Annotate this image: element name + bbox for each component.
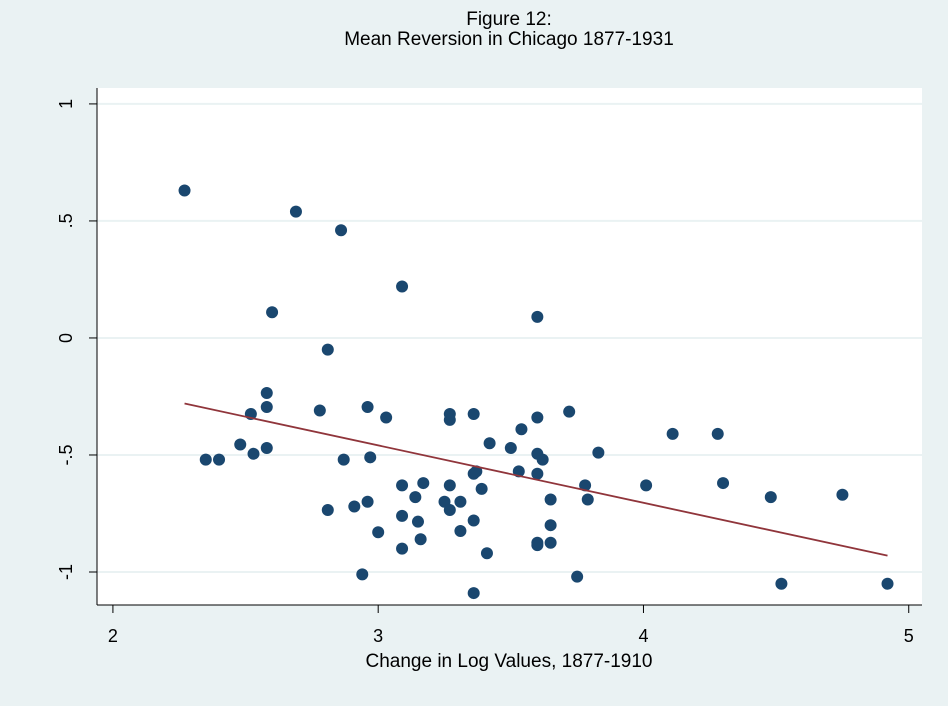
scatter-point [199,453,212,466]
scatter-point [266,306,279,319]
scatter-point [717,477,730,490]
scatter-point [640,479,653,492]
y-tick-label: -1 [56,564,76,580]
scatter-point [396,509,409,522]
y-tick-label: -.5 [56,444,76,465]
scatter-point [563,405,576,418]
scatter-point [361,401,374,413]
scatter-point [313,404,326,417]
scatter-point [475,482,488,495]
scatter-point [531,539,544,552]
scatter-point [531,467,544,480]
scatter-point [467,587,480,600]
x-tick-label: 5 [904,626,914,646]
scatter-point [364,451,377,464]
chart-subtitle: Mean Reversion in Chicago 1877-1931 [344,29,674,50]
scatter-point [247,447,260,460]
y-tick-label: 0 [56,333,76,343]
scatter-point [711,427,724,440]
scatter-point [592,446,605,459]
scatter-point [454,525,467,538]
scatter-point [361,495,374,508]
scatter-point [515,423,528,436]
scatter-point [443,503,456,516]
scatter-point [571,570,584,583]
scatter-point [544,536,557,549]
scatter-point [581,493,594,506]
scatter-point [372,526,385,539]
scatter-point [836,488,849,501]
scatter-point [234,438,247,451]
scatter-point [579,479,592,492]
scatter-point [470,465,483,478]
scatter-point [536,453,549,466]
scatter-point [396,542,409,555]
scatter-point [531,411,544,424]
x-tick-label: 3 [373,626,383,646]
scatter-point [348,500,361,513]
scatter-point [356,568,369,581]
scatter-point [443,479,456,492]
scatter-point [467,408,480,421]
scatter-point [411,515,424,528]
scatter-point [260,441,273,454]
scatter-point [775,577,788,590]
scatter-point [467,514,480,527]
y-tick-label: .5 [56,213,76,228]
scatter-point [417,477,430,490]
scatter-point [380,411,393,424]
x-axis-title: Change in Log Values, 1877-1910 [366,651,653,672]
scatter-point [544,493,557,506]
scatter-point [443,413,456,426]
scatter-point [881,577,894,590]
scatter-point [178,184,191,197]
fit-line [184,402,888,557]
scatter-point [764,491,777,504]
scatter-point [483,437,496,450]
scatter-point [321,503,334,516]
scatter-point [480,547,493,560]
scatter-point [335,224,348,237]
x-tick-label: 4 [638,626,648,646]
x-tick-label: 2 [108,626,118,646]
chart-title: Figure 12: [466,9,552,30]
y-tick-label: 1 [56,99,76,109]
scatter-point [531,310,544,323]
scatter-point [414,533,427,546]
scatter-point [396,479,409,492]
scatter-point [260,401,273,413]
scatter-point [666,427,679,440]
scatter-point [321,343,334,356]
scatter-point [409,491,422,504]
scatter-point [504,441,517,454]
plot-area [97,88,922,605]
scatter-point [544,519,557,532]
scatter-point [213,453,226,466]
scatter-point [454,495,467,508]
scatter-point [337,453,350,466]
scatter-point [260,386,273,399]
scatter-point [396,280,409,293]
scatter-point [289,205,302,218]
